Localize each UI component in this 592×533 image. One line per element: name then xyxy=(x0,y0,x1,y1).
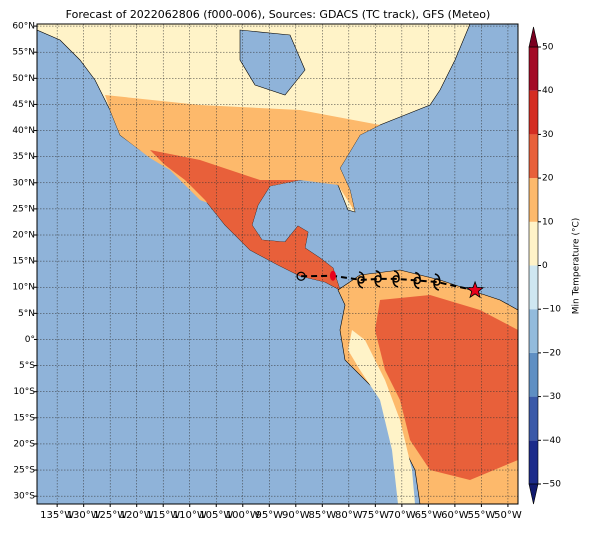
hudson-bay xyxy=(239,29,306,96)
axes: 135°W130°W125°W120°W115°W110°W105°W100°W… xyxy=(12,22,522,521)
y-tick-label: 20°S xyxy=(13,439,35,449)
colorbar-band xyxy=(529,309,538,353)
hurricane-symbol xyxy=(433,273,441,291)
colorbar-tick-label: 40 xyxy=(542,86,554,96)
x-tick-label: 130°W xyxy=(67,510,101,521)
colorbar-tick-label: −40 xyxy=(542,436,561,446)
hurricane-symbol xyxy=(413,271,421,290)
x-tick-label: 85°W xyxy=(308,510,336,521)
colorbar-tick-label: 10 xyxy=(542,217,554,227)
y-tick-label: 10°N xyxy=(12,283,35,293)
x-tick-label: 75°W xyxy=(362,510,390,521)
y-tick-label: 20°N xyxy=(12,231,35,241)
y-tick-label: 5°S xyxy=(19,361,35,371)
x-tick-label: 55°W xyxy=(468,510,496,521)
hurricane-symbol xyxy=(357,271,365,289)
colorbar-tick-label: −10 xyxy=(542,305,561,315)
x-tick-label: 125°W xyxy=(93,510,127,521)
colorbar-tick-label: 20 xyxy=(542,174,554,184)
x-tick-label: 90°W xyxy=(282,510,310,521)
hurricane-symbol xyxy=(392,270,400,288)
colorbar-band xyxy=(529,396,538,441)
map-area xyxy=(37,24,518,504)
track-point xyxy=(465,280,485,299)
colorbar-band xyxy=(529,90,538,135)
colorbar-label: Min Temperature (°C) xyxy=(572,218,582,315)
colorbar-tick-label: −30 xyxy=(542,392,561,402)
grid xyxy=(37,24,518,504)
y-tick-label: 25°S xyxy=(13,466,35,476)
track-point xyxy=(329,270,336,281)
map-frame xyxy=(36,23,519,505)
y-tick-label: 45°N xyxy=(12,100,35,110)
y-tick-label: 30°N xyxy=(12,178,35,188)
y-tick-label: 15°S xyxy=(13,413,35,423)
y-tick-label: 0° xyxy=(25,335,35,345)
y-tick-label: 40°N xyxy=(12,126,35,136)
x-tick-label: 95°W xyxy=(255,510,283,521)
colorbar-band xyxy=(529,178,538,222)
colorbar-band xyxy=(529,265,538,310)
y-tick-label: 35°N xyxy=(12,152,35,162)
colorbar-tick-label: −50 xyxy=(542,480,561,490)
hurricane-symbol xyxy=(374,270,382,288)
colorbar-band xyxy=(529,47,538,91)
colorbar-band xyxy=(529,221,538,266)
colorbar-tick-label: 0 xyxy=(542,261,548,271)
y-tick-label: 5°N xyxy=(18,309,35,319)
track xyxy=(296,270,485,299)
andes-cool xyxy=(348,330,415,504)
x-tick-label: 50°W xyxy=(494,510,522,521)
south-america-hot xyxy=(375,295,518,480)
colorbar-band xyxy=(529,440,538,484)
mexico-hot xyxy=(150,150,340,290)
x-tick-label: 110°W xyxy=(173,510,207,521)
track-point xyxy=(296,271,306,281)
colorbar-tick-label: 50 xyxy=(542,43,554,53)
x-tick-label: 100°W xyxy=(226,510,260,521)
colorbar-band xyxy=(529,134,538,179)
y-tick-label: 15°N xyxy=(12,257,35,267)
y-tick-label: 50°N xyxy=(12,74,35,84)
x-tick-label: 65°W xyxy=(415,510,443,521)
map-title: Forecast of 2022062806 (f000-006), Sourc… xyxy=(66,8,491,21)
y-tick-label: 30°S xyxy=(13,492,35,502)
x-tick-label: 80°W xyxy=(335,510,363,521)
y-tick-label: 55°N xyxy=(12,48,35,58)
x-tick-label: 135°W xyxy=(40,510,74,521)
colorbar-extend-low xyxy=(528,483,539,505)
colorbar-tick-label: −20 xyxy=(542,348,561,358)
x-tick-label: 70°W xyxy=(388,510,416,521)
us-warm xyxy=(105,95,380,215)
x-tick-label: 105°W xyxy=(199,510,233,521)
x-tick-label: 115°W xyxy=(146,510,180,521)
y-tick-label: 10°S xyxy=(13,387,35,397)
colorbar-extend-high xyxy=(528,26,539,48)
colorbar-tick-label: 30 xyxy=(542,130,554,140)
y-tick-label: 60°N xyxy=(12,22,35,32)
x-tick-label: 60°W xyxy=(441,510,469,521)
y-tick-label: 25°N xyxy=(12,204,35,214)
colorbar-band xyxy=(529,352,538,397)
colorbar: −50 −40 −30 −20 −10 0 10 20 30 40 50 xyxy=(528,26,561,505)
x-tick-label: 120°W xyxy=(120,510,154,521)
